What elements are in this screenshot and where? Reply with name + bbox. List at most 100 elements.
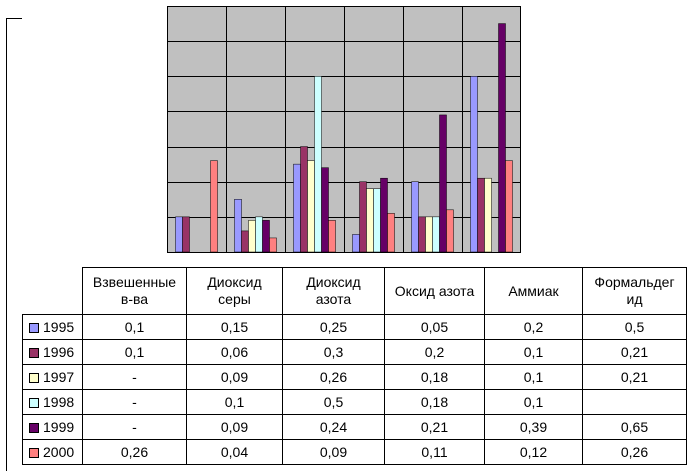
legend-swatch [29,423,39,434]
bar-1998-cat-1 [255,216,263,253]
bar-2000-cat-5 [505,160,513,253]
data-cell: 0,21 [384,414,485,440]
category-label: Оксид азота [384,267,485,315]
bar-1999-cat-4 [439,114,447,253]
bar-1996-cat-2 [300,146,308,253]
data-cell: 0,24 [282,414,385,440]
data-cell: 0,05 [384,314,485,340]
legend-swatch [29,398,39,409]
bar-1999-cat-2 [321,167,329,253]
category-label: Формальдег ид [582,267,687,315]
data-cell: 0,06 [186,339,283,365]
bar-1999-cat-5 [498,23,506,253]
bar-2000-cat-0 [210,160,218,253]
bar-1996-cat-5 [477,177,485,253]
data-cell: 0,2 [484,314,583,340]
bar-1997-cat-3 [366,188,374,253]
bar-2000-cat-4 [446,209,454,253]
data-cell: 0,09 [282,439,385,465]
bar-chart [167,6,521,253]
table-row: 1995 0,1 0,15 0,25 0,05 0,2 0,5 [22,314,687,340]
data-cell: 0,5 [582,314,687,340]
series-name: 1995 [43,319,75,335]
data-cell: 0,26 [282,364,385,390]
data-cell: 0,21 [582,339,687,365]
data-cell: 0,26 [82,439,187,465]
bar-1997-cat-5 [484,177,492,253]
bar-1996-cat-0 [182,216,190,253]
category-label: Диоксид азота [282,267,385,315]
table-row: 1999-0,09 0,24 0,21 0,39 0,65 [22,414,687,440]
data-cell: 0,1 [82,339,187,365]
data-cell: 0,2 [384,339,485,365]
data-cell: 0,1 [186,389,283,415]
legend-entry: 1998 [22,389,83,415]
data-cell: - [82,364,187,390]
table-row: 2000 0,26 0,04 0,09 0,11 0,12 0,26 [22,439,687,465]
data-cell: 0,15 [186,314,283,340]
bar-1995-cat-4 [411,181,419,253]
data-cell: 0,12 [484,439,583,465]
bar-1996-cat-1 [241,230,249,253]
data-cell: 0,1 [484,364,583,390]
data-cell: 0,5 [282,389,385,415]
series-name: 1996 [43,344,75,360]
data-table: Взвешенные в-ва Диоксид серы Диоксид азота Окс… [22,267,687,465]
data-cell: 0,18 [384,364,485,390]
bar-1995-cat-2 [293,163,301,253]
legend-swatch [29,323,39,334]
legend-entry: 1997 [22,364,83,390]
bar-2000-cat-1 [269,237,277,253]
legend-swatch [29,348,39,359]
category-label: Взвешенные в-ва [82,267,187,315]
bar-1998-cat-3 [373,188,381,253]
bar-1996-cat-3 [359,181,367,253]
bar-2000-cat-3 [387,213,395,253]
legend-swatch [29,373,39,384]
bar-1997-cat-1 [248,220,256,253]
bar-1995-cat-3 [352,234,360,253]
data-cell: 0,18 [384,389,485,415]
bar-1995-cat-5 [470,76,478,253]
data-cell: 0,3 [282,339,385,365]
table-row: 1996 0,1 0,06 0,3 0,2 0,1 0,21 [22,339,687,365]
legend-entry: 1996 [22,339,83,365]
series-name: 1998 [43,394,75,410]
legend-entry: 2000 [22,439,83,465]
bar-1995-cat-0 [175,216,183,253]
plot-border [167,6,521,253]
bars [175,23,513,253]
bar-1999-cat-3 [380,177,388,253]
table-corner [22,267,83,315]
data-cell: 0,11 [384,439,485,465]
legend-entry: 1995 [22,314,83,340]
data-cell: 0,1 [484,389,583,415]
data-cell: 0,26 [582,439,687,465]
data-cell: 0,04 [186,439,283,465]
bar-1997-cat-4 [425,216,433,253]
data-cell: 0,09 [186,364,283,390]
series-name: 1997 [43,369,75,385]
table-row: 1998-0,1 0,5 0,18 0,1 [22,389,687,415]
legend-entry: 1999 [22,414,83,440]
bar-1995-cat-1 [234,199,242,253]
bar-2000-cat-2 [328,220,336,253]
data-cell: 0,21 [582,364,687,390]
table-row: 1997-0,09 0,26 0,18 0,1 0,21 [22,364,687,390]
data-cell: 0,25 [282,314,385,340]
data-cell: 0,39 [484,414,583,440]
bar-1998-cat-2 [314,76,322,253]
bar-1999-cat-1 [262,220,270,253]
data-cell: - [82,389,187,415]
bar-1997-cat-2 [307,160,315,253]
data-cell: 0,1 [82,314,187,340]
legend-swatch [29,448,39,459]
category-label: Диоксид серы [186,267,283,315]
data-cell: - [82,414,187,440]
series-name: 2000 [43,444,75,460]
series-name: 1999 [43,419,75,435]
data-cell: 0,65 [582,414,687,440]
bar-1996-cat-4 [418,216,426,253]
data-cell: 0,1 [484,339,583,365]
